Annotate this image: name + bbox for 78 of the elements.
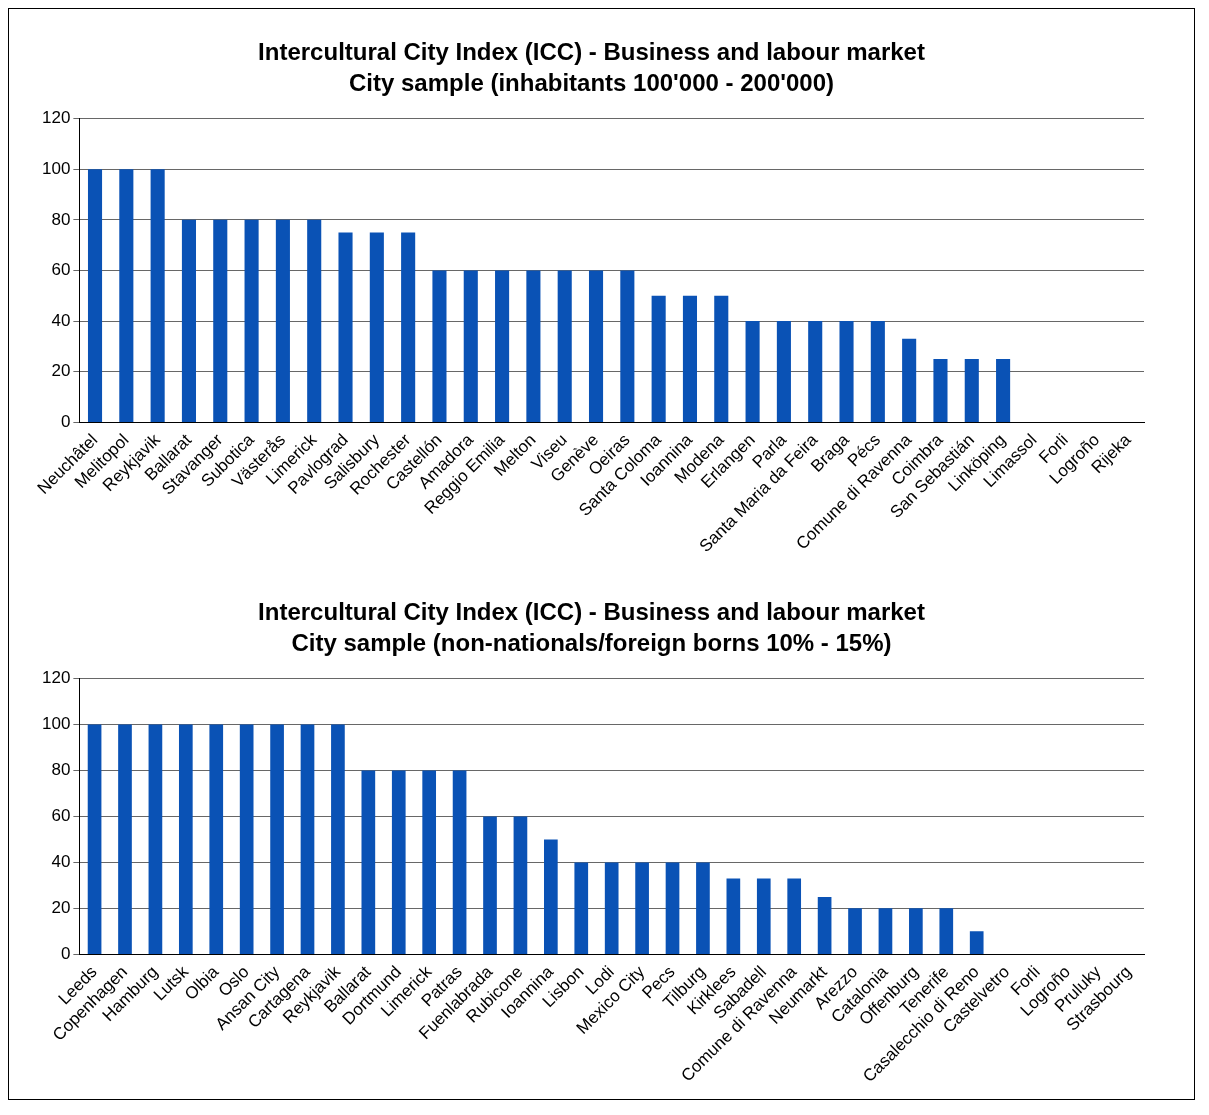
bar	[620, 270, 635, 423]
bar	[119, 169, 134, 423]
y-tick-label: 20	[51, 898, 71, 918]
bar	[878, 908, 893, 955]
chart-title: Intercultural City Index (ICC) - Business and labour market	[258, 598, 925, 626]
bar	[756, 878, 771, 955]
bar	[244, 219, 259, 423]
chart-title: Intercultural City Index (ICC) - Business and labour market	[258, 38, 925, 66]
y-tick-label: 40	[51, 310, 71, 330]
chart-subtitle: City sample (non-nationals/foreign borns 10% - 15%)	[291, 628, 892, 656]
y-tick-label: 120	[41, 668, 71, 688]
bar	[817, 896, 832, 955]
bar	[452, 770, 467, 955]
y-tick-label: 80	[51, 209, 71, 229]
y-tick-label: 60	[51, 260, 71, 280]
bar	[939, 908, 954, 955]
bar	[808, 321, 823, 423]
bar	[909, 908, 923, 955]
bar	[870, 321, 885, 423]
bar	[557, 270, 572, 423]
bar	[696, 862, 710, 955]
bar	[544, 839, 558, 955]
bar	[635, 862, 649, 955]
bar	[209, 724, 224, 955]
bar	[87, 169, 103, 423]
bar	[338, 232, 353, 423]
bar	[665, 862, 680, 955]
bar	[422, 770, 437, 955]
y-tick-label: 0	[60, 412, 71, 432]
bar	[969, 931, 984, 955]
bar	[588, 270, 604, 423]
bar	[604, 862, 619, 955]
y-tick-label: 100	[41, 714, 71, 734]
bar	[369, 232, 384, 423]
bar	[996, 359, 1011, 423]
bar	[745, 321, 760, 423]
bar	[513, 816, 528, 955]
bar	[331, 724, 345, 955]
bar	[87, 724, 102, 955]
y-tick-label: 100	[41, 158, 71, 178]
bar	[178, 724, 193, 955]
bar	[361, 770, 376, 955]
bar	[787, 878, 802, 955]
y-tick-label: 120	[41, 108, 71, 128]
bar	[463, 270, 478, 423]
bar	[148, 724, 163, 955]
chart-subtitle: City sample (inhabitants 100'000 - 200'000)	[349, 68, 834, 96]
bar	[401, 232, 416, 423]
bar	[902, 338, 917, 423]
bar	[714, 295, 729, 423]
bar	[776, 321, 791, 423]
bar	[495, 270, 510, 423]
bar	[651, 295, 666, 423]
bar	[432, 270, 447, 423]
bar	[526, 270, 541, 423]
bar	[239, 724, 254, 955]
bar	[118, 724, 132, 955]
bar	[270, 724, 284, 955]
bar	[181, 219, 196, 423]
bar	[213, 219, 228, 423]
bar	[150, 169, 165, 423]
bar	[964, 359, 979, 423]
y-tick-label: 40	[51, 852, 71, 872]
bar	[682, 295, 698, 423]
y-tick-label: 80	[51, 760, 71, 780]
bar	[574, 862, 589, 955]
bar	[726, 878, 741, 955]
bar	[275, 219, 290, 423]
bar	[483, 816, 497, 955]
y-tick-label: 20	[51, 361, 71, 381]
bar	[300, 724, 315, 955]
bar	[839, 321, 854, 423]
bar	[307, 219, 322, 423]
y-tick-label: 60	[51, 806, 71, 826]
y-tick-label: 0	[60, 944, 71, 964]
bar	[848, 908, 862, 955]
bar	[933, 359, 948, 423]
bar	[391, 770, 406, 955]
